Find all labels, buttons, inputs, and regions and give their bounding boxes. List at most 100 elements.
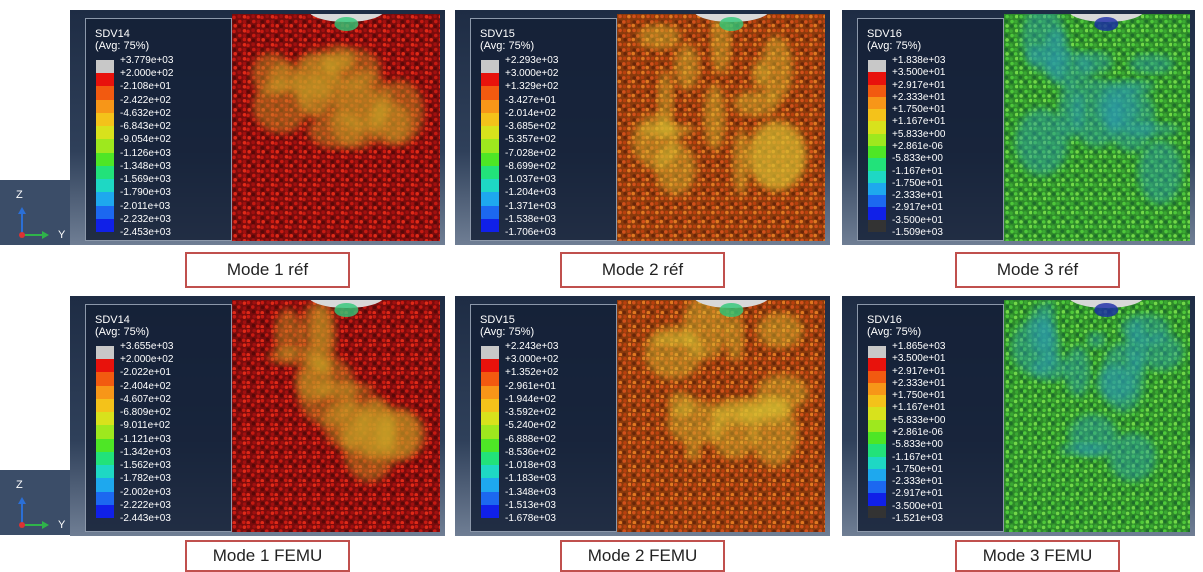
- mesh-zone: [324, 48, 381, 89]
- legend-label: -1.513e+03: [505, 499, 556, 511]
- legend-swatch: [868, 481, 886, 494]
- legend-label: -2.333e+01: [892, 476, 943, 488]
- legend-swatch: [868, 444, 886, 458]
- legend-label: -2.453e+03: [120, 227, 171, 238]
- legend-swatch: [868, 456, 886, 470]
- legend-swatch: [481, 60, 499, 74]
- mesh-zone: [1065, 345, 1091, 397]
- legend-swatch: [868, 182, 886, 196]
- legend-label: +2.243e+03: [505, 341, 559, 352]
- legend-label: -2.232e+03: [120, 213, 171, 225]
- mesh-zone: [1108, 433, 1156, 482]
- legend-label: -1.944e+02: [505, 393, 556, 405]
- legend-swatch: [96, 205, 114, 220]
- contour-mesh: [232, 300, 440, 532]
- legend-label: +2.861e-06: [892, 427, 943, 438]
- legend-label: +1.750e+01: [892, 104, 946, 116]
- legend-swatch: [96, 425, 114, 440]
- legend-swatch: [96, 385, 114, 400]
- legend-label: -2.108e+01: [120, 81, 171, 93]
- legend-label: -1.750e+01: [892, 463, 943, 475]
- legend-title: SDV14: [95, 314, 130, 326]
- legend-label: -3.500e+01: [892, 500, 943, 512]
- mesh-zone: [750, 400, 799, 467]
- legend-swatch: [96, 152, 114, 167]
- mesh-zone: [732, 90, 780, 117]
- legend-label: -5.833e+00: [892, 439, 943, 451]
- legend-swatch: [96, 192, 114, 207]
- legend-label: -1.121e+03: [120, 433, 171, 445]
- legend-label: -1.348e+03: [505, 486, 556, 498]
- legend-label: -2.404e+02: [120, 380, 171, 392]
- legend-swatch: [96, 179, 114, 193]
- mesh-zone: [1107, 85, 1156, 152]
- legend: SDV15 (Avg: 75%) +2.243e+03 +3.000e+02 +1.35…: [470, 304, 617, 532]
- legend-label: +3.500e+01: [892, 353, 946, 365]
- legend-swatch: [868, 60, 886, 73]
- mesh-zone: [297, 355, 357, 427]
- legend-title: SDV16: [867, 28, 902, 40]
- legend-swatch: [868, 407, 886, 421]
- legend-swatch: [868, 358, 886, 372]
- legend-title: SDV15: [480, 28, 515, 40]
- mesh-zone: [267, 347, 319, 366]
- mesh-zone: [746, 119, 807, 189]
- legend-swatch: [96, 126, 114, 140]
- legend-swatch: [481, 346, 499, 360]
- mesh-zone: [366, 101, 411, 145]
- legend-swatch: [868, 505, 886, 519]
- legend-swatch: [96, 438, 114, 453]
- legend-swatch: [868, 146, 886, 159]
- legend-swatch: [481, 165, 499, 180]
- legend-swatch: [868, 432, 886, 445]
- mesh-zone: [732, 129, 750, 196]
- contour-mesh: [232, 14, 440, 241]
- legend-label: +3.000e+02: [505, 354, 559, 366]
- mesh-zone: [374, 407, 419, 462]
- legend-label: +1.329e+02: [505, 81, 559, 93]
- mesh-zone: [674, 44, 700, 90]
- legend-swatch: [868, 219, 886, 233]
- legend-swatch: [868, 370, 886, 384]
- legend-swatch: [481, 218, 499, 233]
- legend-label: -1.167e+01: [892, 165, 943, 177]
- legend-label: -1.126e+03: [120, 147, 171, 159]
- legend: SDV14 (Avg: 75%) +3.779e+03 +2.000e+02 -2.10…: [85, 18, 232, 241]
- legend-swatch: [481, 139, 499, 154]
- legend-swatch: [481, 86, 499, 101]
- legend-swatch: [481, 491, 499, 506]
- caption: Mode 2 réf: [560, 252, 725, 288]
- legend-label: -5.240e+02: [505, 420, 556, 432]
- legend-label: +5.833e+00: [892, 414, 946, 426]
- mesh-zone: [632, 114, 680, 169]
- legend-swatch: [481, 385, 499, 400]
- legend-title: SDV16: [867, 314, 902, 326]
- legend-label: -2.022e+01: [120, 367, 171, 379]
- legend-label: -1.342e+03: [120, 446, 171, 458]
- legend-swatch: [868, 133, 886, 147]
- legend-swatch: [868, 121, 886, 135]
- legend-swatch: [481, 372, 499, 387]
- legend-label: +2.917e+01: [892, 79, 946, 91]
- legend-swatch: [96, 99, 114, 114]
- caption: Mode 3 réf: [955, 252, 1120, 288]
- legend-swatch: [868, 96, 886, 110]
- legend-swatch: [96, 478, 114, 493]
- legend-label: +2.000e+02: [120, 68, 174, 80]
- contact-zone: [1094, 303, 1119, 317]
- legend-swatch: [868, 84, 886, 98]
- legend-label: -1.678e+03: [505, 513, 556, 524]
- legend-label: -3.685e+02: [505, 121, 556, 133]
- legend-title: SDV14: [95, 28, 130, 40]
- legend-label: -2.014e+02: [505, 107, 556, 119]
- panel: SDV16 (Avg: 75%) +1.865e+03 +3.500e+01 +2.91…: [842, 296, 1195, 536]
- axis-y: Y: [58, 229, 66, 241]
- legend-swatch: [481, 425, 499, 440]
- mesh-zone: [251, 52, 293, 96]
- contour-mesh: [1004, 14, 1190, 241]
- legend: SDV14 (Avg: 75%) +3.655e+03 +2.000e+02 -2.02…: [85, 304, 232, 532]
- caption: Mode 2 FEMU: [560, 540, 725, 572]
- mesh-zone: [1138, 139, 1183, 205]
- legend-swatch: [96, 372, 114, 387]
- legend-label: -1.371e+03: [505, 200, 556, 212]
